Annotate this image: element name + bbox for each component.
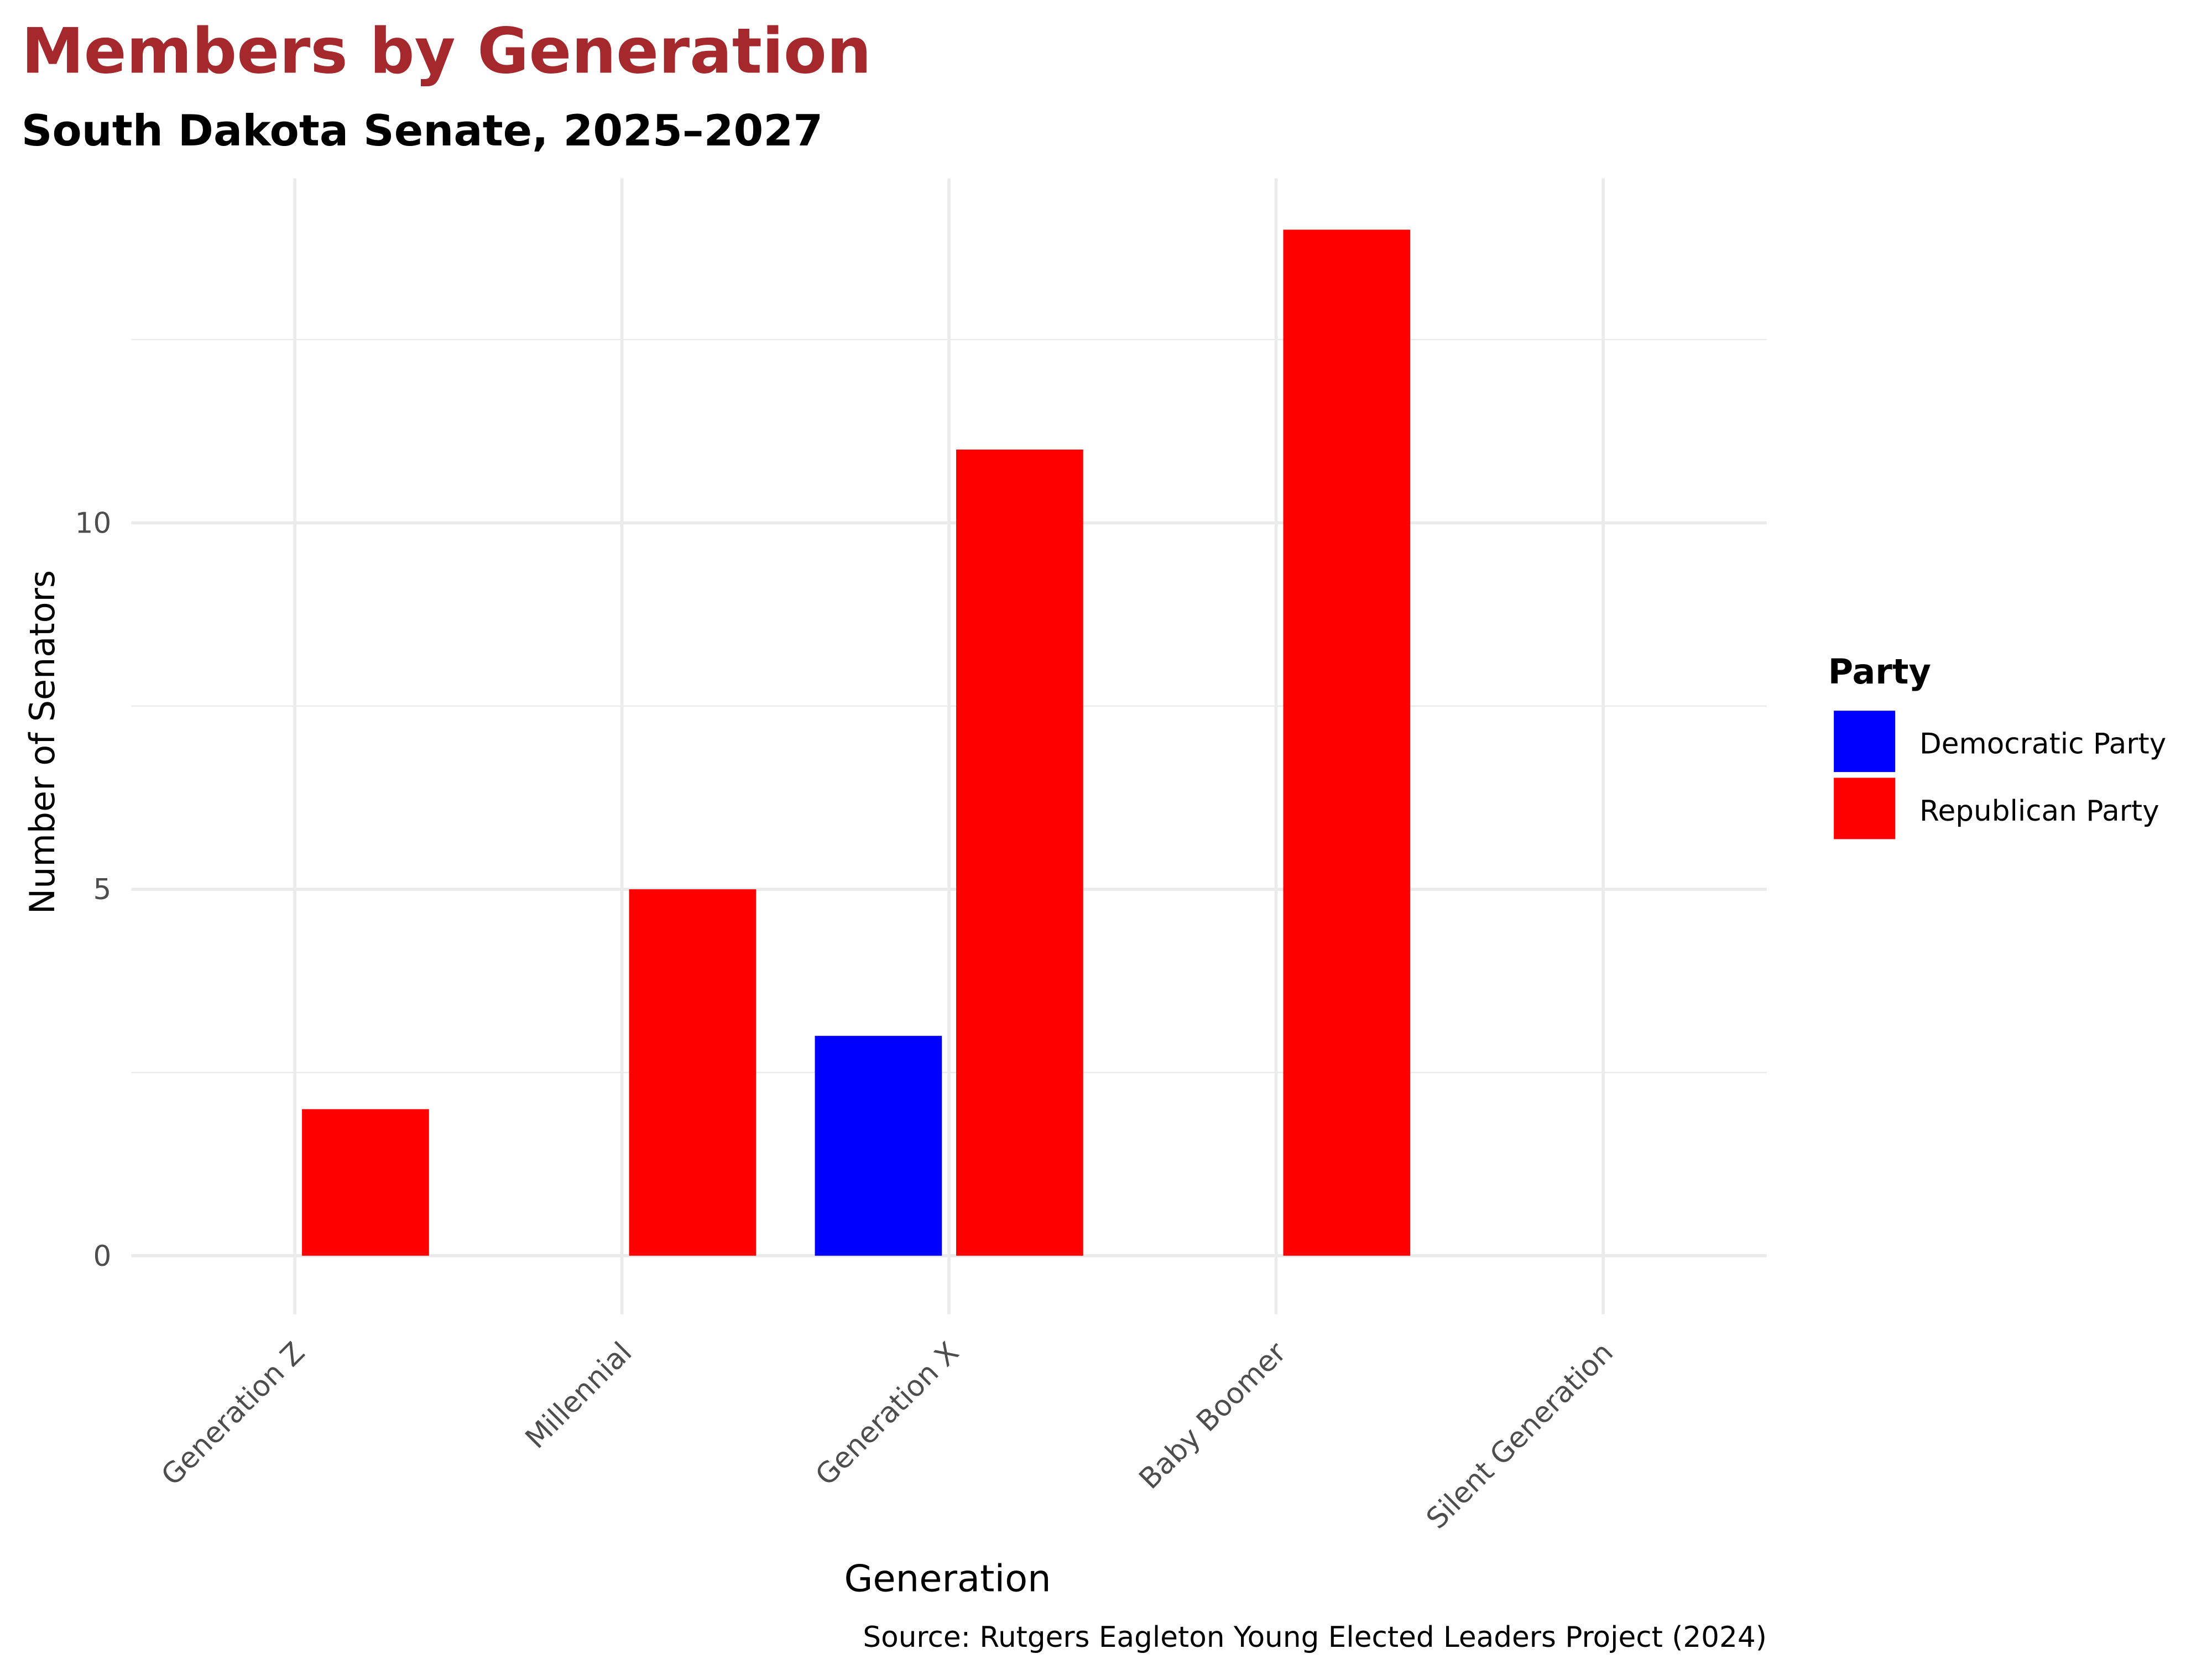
- legend-label: Republican Party: [1919, 795, 2159, 828]
- bar-republican-party: [956, 449, 1083, 1256]
- bar-republican-party: [1283, 229, 1411, 1256]
- x-axis-label: Generation: [844, 1557, 1051, 1600]
- bar-republican-party: [302, 1109, 429, 1256]
- bars: [302, 229, 1411, 1256]
- y-tick-label: 0: [93, 1240, 111, 1273]
- legend-swatch: [1834, 711, 1896, 773]
- legend-title: Party: [1828, 652, 1931, 692]
- source-caption: Source: Rutgers Eagleton Young Elected L…: [863, 1621, 1766, 1654]
- gridlines: [131, 178, 1767, 1314]
- y-tick-label: 5: [93, 873, 111, 906]
- y-axis-label: Number of Senators: [23, 570, 62, 914]
- bar-democratic-party: [815, 1036, 942, 1256]
- chart-title: Members by Generation: [22, 15, 872, 88]
- y-tick-label: 10: [75, 507, 112, 540]
- y-axis-ticks: 0 5 10: [75, 507, 112, 1273]
- bar-republican-party: [629, 889, 757, 1256]
- chart-subtitle: South Dakota Senate, 2025–2027: [22, 106, 823, 156]
- legend-label: Democratic Party: [1919, 728, 2166, 761]
- legend: Party Democratic Party Republican Party: [1828, 652, 2166, 839]
- legend-swatch: [1834, 778, 1896, 839]
